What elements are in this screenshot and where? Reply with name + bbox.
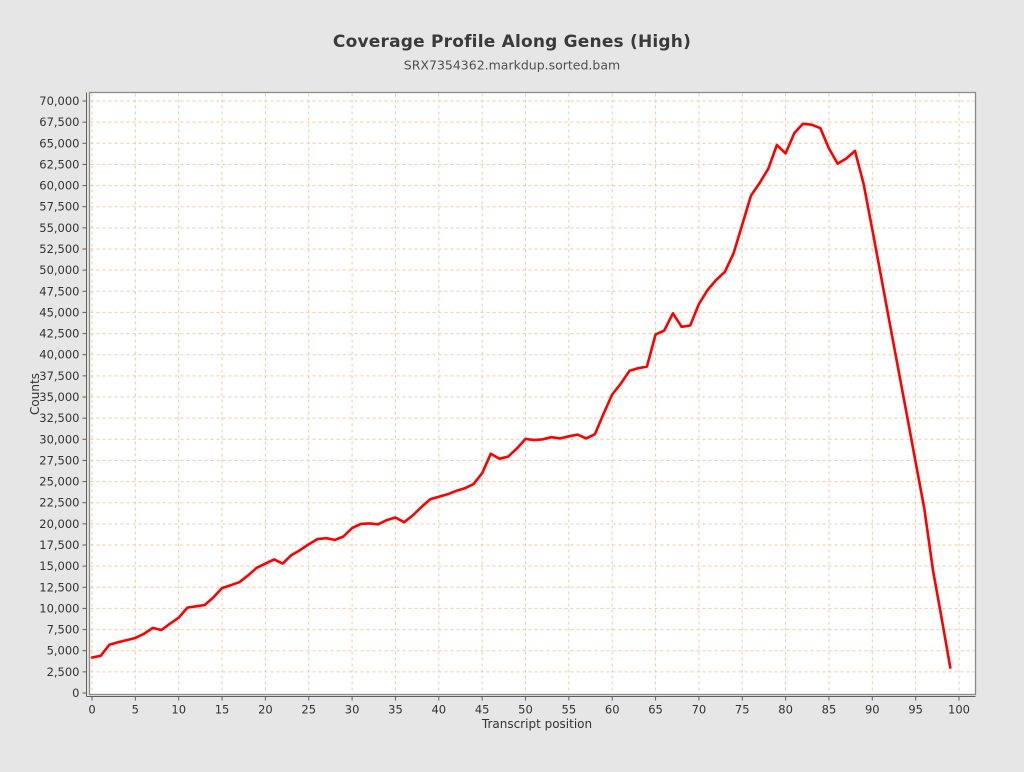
y-tick-label: 57,500 bbox=[39, 200, 79, 214]
x-tick-label: 100 bbox=[948, 703, 970, 717]
y-tick-label: 50,000 bbox=[39, 263, 79, 277]
y-tick-label: 70,000 bbox=[39, 94, 79, 108]
y-tick-label: 2,500 bbox=[47, 665, 80, 679]
x-tick-label: 55 bbox=[562, 703, 577, 717]
y-tick-label: 17,500 bbox=[39, 538, 79, 552]
plot-area bbox=[88, 91, 977, 696]
x-tick-label: 45 bbox=[475, 703, 490, 717]
x-tick-label: 65 bbox=[648, 703, 663, 717]
x-tick-label: 60 bbox=[605, 703, 620, 717]
x-tick-label: 30 bbox=[345, 703, 360, 717]
coverage-line bbox=[90, 122, 952, 669]
y-tick-label: 67,500 bbox=[39, 115, 79, 129]
y-tick-label: 27,500 bbox=[39, 453, 79, 467]
y-tick-label: 45,000 bbox=[39, 305, 79, 319]
y-tick-label: 52,500 bbox=[39, 242, 79, 256]
y-tick-label: 5,000 bbox=[47, 644, 80, 658]
y-tick-label: 0 bbox=[72, 686, 79, 700]
y-tick-label: 55,000 bbox=[39, 221, 79, 235]
y-tick-label: 32,500 bbox=[39, 411, 79, 425]
y-tick-label: 20,000 bbox=[39, 517, 79, 531]
x-tick-label: 80 bbox=[778, 703, 793, 717]
y-tick-label: 30,000 bbox=[39, 432, 79, 446]
chart-subtitle: SRX7354362.markdup.sorted.bam bbox=[403, 57, 621, 73]
x-tick-label: 20 bbox=[258, 703, 273, 717]
y-tick-label: 40,000 bbox=[39, 348, 79, 362]
x-tick-label: 70 bbox=[692, 703, 707, 717]
y-tick-label: 60,000 bbox=[39, 179, 79, 193]
x-tick-label: 10 bbox=[171, 703, 186, 717]
x-tick-label: 50 bbox=[518, 703, 533, 717]
y-tick-label: 62,500 bbox=[39, 157, 79, 171]
x-tick-label: 90 bbox=[865, 703, 880, 717]
x-tick-label: 85 bbox=[822, 703, 837, 717]
y-tick-label: 12,500 bbox=[39, 580, 79, 594]
y-tick-label: 25,000 bbox=[39, 475, 79, 489]
x-tick-label: 25 bbox=[301, 703, 316, 717]
x-tick-label: 5 bbox=[132, 703, 139, 717]
x-tick-label: 75 bbox=[735, 703, 750, 717]
x-tick-label: 35 bbox=[388, 703, 403, 717]
y-tick-label: 22,500 bbox=[39, 496, 79, 510]
x-tick-label: 0 bbox=[88, 703, 95, 717]
chart-title: Coverage Profile Along Genes (High) bbox=[332, 32, 692, 52]
y-tick-label: 37,500 bbox=[39, 369, 79, 383]
y-tick-label: 47,500 bbox=[39, 284, 79, 298]
y-tick-label: 65,000 bbox=[39, 136, 79, 150]
x-tick-label: 40 bbox=[431, 703, 446, 717]
y-axis-label: Counts bbox=[28, 373, 42, 415]
x-tick-label: 15 bbox=[215, 703, 230, 717]
y-tick-label: 10,000 bbox=[39, 601, 79, 615]
y-tick-label: 35,000 bbox=[39, 390, 79, 404]
y-tick-label: 7,500 bbox=[47, 623, 80, 637]
x-axis-label: Transcript position bbox=[481, 717, 593, 731]
x-tick-label: 95 bbox=[908, 703, 923, 717]
y-tick-label: 15,000 bbox=[39, 559, 79, 573]
y-tick-label: 42,500 bbox=[39, 327, 79, 341]
